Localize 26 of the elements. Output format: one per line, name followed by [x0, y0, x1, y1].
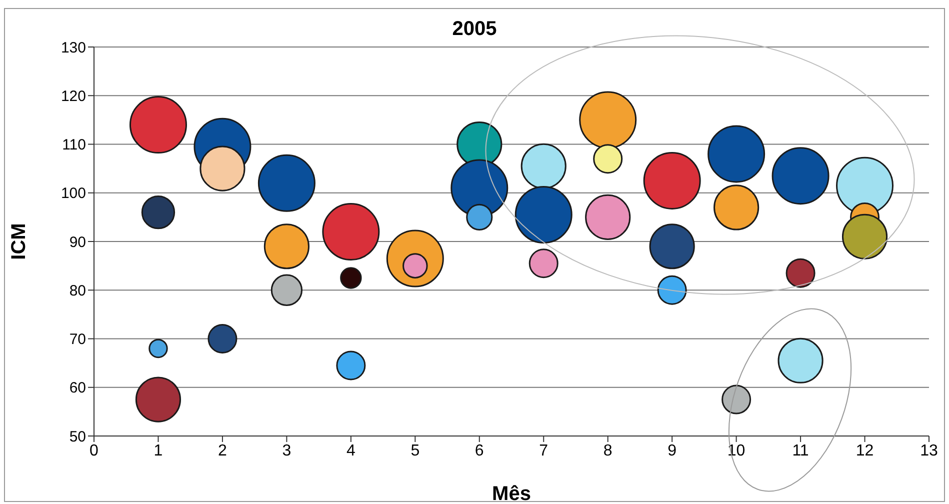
x-tick-label: 3	[282, 442, 292, 460]
x-tick-label: 11	[792, 442, 809, 460]
y-axis-title: ICM	[8, 223, 30, 260]
x-axis-title: Mês	[492, 483, 531, 504]
y-tick-label: 70	[69, 331, 86, 348]
x-tick-label: 7	[539, 442, 548, 460]
x-tick-label: 13	[920, 442, 938, 460]
y-tick-label: 80	[69, 282, 86, 300]
x-tick-label: 10	[727, 442, 746, 460]
x-tick-label: 1	[154, 442, 163, 460]
y-tick-label: 120	[60, 88, 86, 105]
x-tick-label: 0	[90, 442, 99, 460]
y-tick-label: 130	[60, 39, 86, 56]
chart-title: 2005	[451, 18, 498, 41]
x-tick-label: 12	[856, 442, 874, 460]
x-tick-label: 8	[603, 442, 612, 460]
x-tick-label: 4	[346, 442, 356, 460]
x-tick-label: 9	[668, 442, 677, 460]
x-tick-label: 2	[218, 442, 228, 460]
y-tick-label: 60	[69, 380, 86, 397]
x-tick-label: 5	[410, 442, 420, 460]
x-tick-label: 6	[474, 442, 484, 460]
y-tick-label: 110	[62, 136, 86, 154]
y-tick-label: 90	[69, 234, 86, 251]
y-tick-label: 100	[60, 185, 86, 202]
y-tick-label: 50	[69, 428, 86, 446]
